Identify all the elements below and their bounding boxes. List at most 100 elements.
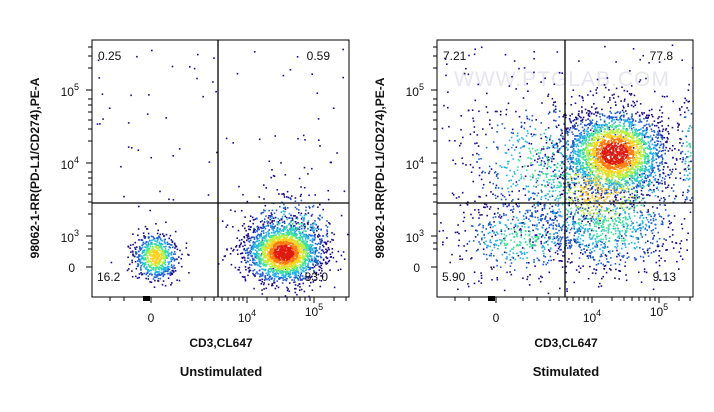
event-point: [264, 204, 267, 207]
event-point: [515, 203, 517, 205]
event-point: [298, 244, 301, 246]
event-point: [298, 232, 301, 235]
event-point: [562, 115, 564, 118]
event-point: [311, 228, 313, 231]
event-point: [687, 109, 690, 112]
event-point: [314, 220, 316, 222]
event-point: [317, 217, 319, 219]
event-point: [516, 205, 518, 207]
event-point: [153, 252, 155, 254]
event-point: [474, 142, 476, 145]
event-point: [663, 96, 666, 98]
event-point: [620, 114, 623, 117]
event-point: [287, 241, 290, 243]
event-point: [301, 266, 304, 269]
event-point: [270, 212, 273, 214]
event-point: [271, 277, 273, 279]
event-point: [152, 246, 154, 249]
event-point: [156, 246, 158, 248]
event-point: [602, 114, 604, 117]
event-point: [250, 246, 253, 249]
event-point: [490, 191, 492, 193]
event-point: [535, 119, 537, 121]
event-point: [490, 266, 492, 269]
event-point: [271, 169, 273, 171]
event-point: [612, 128, 615, 131]
event-point: [298, 204, 300, 206]
event-point: [638, 174, 641, 176]
event-point: [295, 275, 297, 277]
event-point: [257, 272, 259, 275]
event-point: [587, 257, 590, 259]
event-point: [313, 269, 315, 272]
event-point: [695, 164, 697, 166]
event-point: [278, 277, 280, 280]
event-point: [149, 243, 152, 246]
event-point: [160, 257, 163, 260]
event-point: [300, 227, 303, 230]
event-point: [604, 45, 606, 48]
event-point: [311, 229, 314, 232]
event-point: [311, 240, 313, 242]
event-point: [602, 246, 605, 249]
event-point: [127, 122, 130, 124]
event-point: [178, 262, 180, 264]
event-point: [321, 249, 324, 251]
event-point: [558, 260, 561, 262]
event-point: [573, 123, 576, 126]
event-point: [147, 269, 150, 271]
event-point: [284, 260, 287, 262]
event-point: [315, 271, 318, 274]
event-point: [167, 248, 170, 251]
event-point: [159, 233, 162, 236]
event-point: [243, 240, 245, 243]
event-point: [315, 260, 317, 263]
event-point: [272, 235, 274, 237]
event-point: [310, 215, 313, 217]
event-point: [658, 250, 661, 252]
event-point: [565, 265, 567, 268]
event-point: [266, 222, 269, 224]
event-point: [141, 244, 143, 247]
event-point: [681, 161, 684, 163]
event-point: [578, 271, 581, 273]
event-point: [679, 137, 681, 140]
event-point: [164, 285, 167, 287]
event-point: [311, 275, 313, 278]
event-point: [661, 137, 663, 139]
event-point: [143, 262, 145, 265]
event-point: [492, 193, 494, 195]
event-point: [311, 257, 313, 260]
event-point: [282, 192, 285, 195]
event-point: [137, 228, 140, 230]
event-point: [458, 239, 460, 242]
event-point: [267, 258, 269, 261]
event-point: [541, 157, 544, 159]
event-point: [592, 94, 594, 97]
event-point: [596, 87, 599, 89]
event-point: [174, 245, 177, 247]
event-point: [519, 155, 522, 158]
event-point: [698, 161, 700, 163]
event-point: [569, 262, 572, 264]
event-point: [675, 168, 677, 170]
event-point: [574, 135, 576, 137]
event-point: [306, 259, 308, 261]
event-point: [614, 116, 616, 119]
event-point: [548, 259, 550, 262]
event-point: [613, 188, 616, 191]
event-point: [632, 119, 635, 122]
event-point: [553, 304, 555, 306]
event-point: [647, 185, 650, 187]
event-point: [272, 226, 274, 229]
event-point: [673, 215, 676, 217]
event-point: [312, 225, 314, 227]
event-point: [590, 188, 592, 191]
event-point: [271, 220, 274, 222]
event-point: [567, 239, 569, 242]
event-point: [274, 241, 277, 244]
event-point: [278, 234, 280, 236]
event-point: [131, 147, 133, 149]
event-point: [157, 246, 160, 248]
x-axis-zero-marker: [143, 296, 150, 301]
